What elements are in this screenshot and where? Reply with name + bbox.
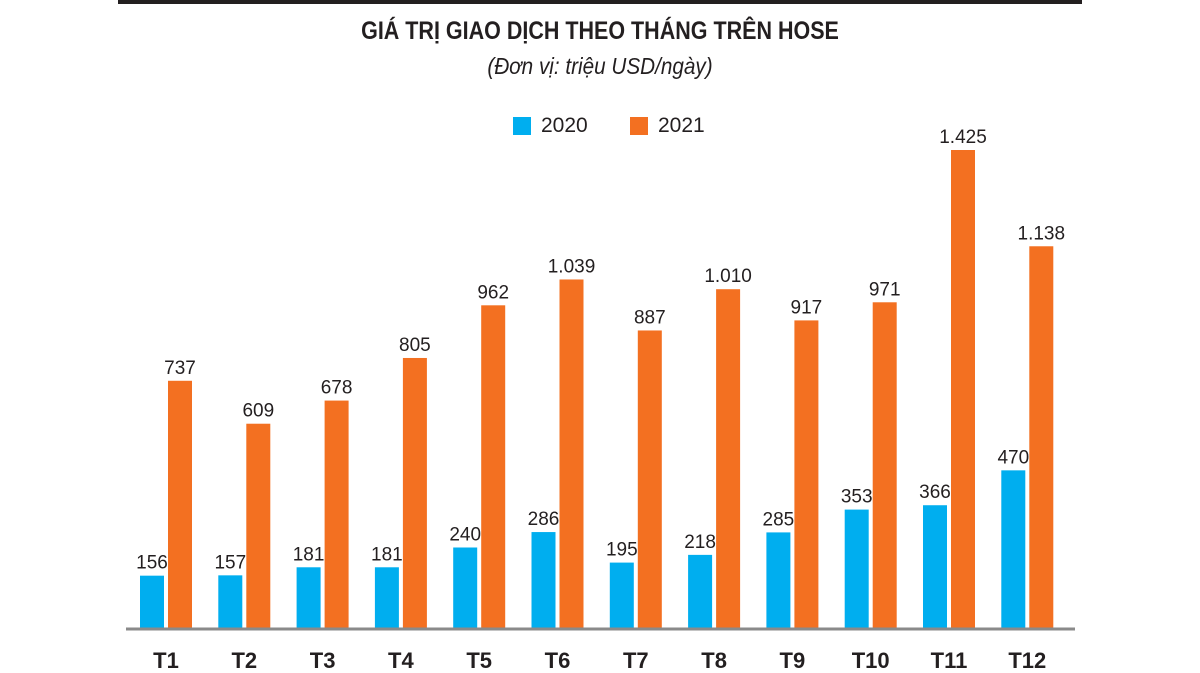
data-label-2020-T6: 286	[528, 509, 560, 530]
bar-2021-T8	[716, 289, 741, 628]
bar-2020-T7	[609, 562, 634, 628]
chart-subtitle: (Đơn vị: triệu USD/ngày)	[487, 53, 713, 79]
legend-label-2021: 2021	[658, 114, 705, 137]
data-label-2020-T2: 157	[214, 552, 246, 573]
data-label-2020-T10: 353	[841, 487, 873, 508]
top-rule	[118, 0, 1082, 4]
data-label-2020-T9: 285	[763, 509, 795, 530]
data-label-2020-T12: 470	[997, 447, 1029, 468]
chart-title: GIÁ TRỊ GIAO DỊCH THEO THÁNG TRÊN HOSE	[361, 17, 839, 45]
data-label-2020-T1: 156	[136, 553, 168, 574]
data-label-2021-T8: 1.010	[704, 266, 752, 287]
bar-2020-T6	[531, 532, 556, 628]
data-label-2021-T7: 887	[634, 307, 666, 328]
data-label-2021-T3: 678	[321, 378, 353, 399]
bar-2020-T4	[374, 567, 399, 628]
bar-2020-T11	[923, 505, 947, 628]
bar-2020-T3	[296, 567, 321, 628]
bar-2020-T12	[1001, 470, 1026, 628]
legend-label-2020: 2020	[541, 114, 588, 137]
x-tick-label-T6: T6	[545, 648, 571, 673]
bar-2021-T3	[324, 400, 349, 628]
legend-swatch-2020	[513, 117, 531, 135]
x-tick-label-T2: T2	[231, 648, 257, 673]
bar-2020-T8	[688, 554, 713, 628]
legend-item-2021: 2021	[630, 114, 705, 138]
x-tick-label-T12: T12	[1008, 648, 1046, 673]
bar-2021-T10	[872, 302, 897, 628]
bar-2020-T1	[140, 575, 164, 628]
x-tick-label-T10: T10	[852, 648, 890, 673]
data-label-2021-T9: 917	[791, 297, 823, 318]
bar-2021-T5	[481, 305, 506, 628]
bar-2020-T2	[218, 575, 243, 628]
data-label-2020-T3: 181	[293, 544, 325, 565]
legend-item-2020: 2020	[513, 114, 588, 138]
x-tick-label-T4: T4	[388, 648, 414, 673]
x-tick-label-T9: T9	[780, 648, 806, 673]
data-label-2021-T11: 1.425	[939, 127, 987, 148]
bar-2021-T4	[402, 357, 427, 628]
x-tick-label-T8: T8	[701, 648, 727, 673]
bar-2021-T12	[1029, 246, 1054, 628]
data-label-2021-T5: 962	[477, 282, 509, 303]
bar-2020-T9	[766, 532, 791, 628]
data-label-2021-T2: 609	[242, 401, 274, 422]
bar-2021-T6	[559, 279, 584, 628]
bar-2021-T1	[168, 380, 192, 628]
x-tick-label-T3: T3	[310, 648, 336, 673]
data-label-2020-T4: 181	[371, 544, 403, 565]
bar-2020-T5	[453, 547, 478, 628]
x-tick-label-T11: T11	[931, 648, 968, 673]
data-label-2021-T6: 1.039	[548, 256, 596, 277]
bar-2021-T7	[637, 330, 662, 628]
data-label-2021-T12: 1.138	[1018, 223, 1066, 244]
bar-2021-T9	[794, 320, 819, 628]
data-label-2021-T1: 737	[164, 358, 196, 379]
bar-2021-T2	[246, 423, 271, 628]
x-tick-label-T5: T5	[466, 648, 492, 673]
data-label-2020-T5: 240	[449, 524, 481, 545]
legend-swatch-2021	[630, 117, 648, 135]
x-tick-label-T7: T7	[623, 648, 649, 673]
data-label-2021-T10: 971	[869, 279, 901, 300]
data-label-2020-T7: 195	[606, 540, 638, 561]
bar-2020-T10	[844, 509, 869, 628]
data-label-2020-T11: 366	[919, 482, 951, 503]
data-label-2021-T4: 805	[399, 335, 431, 356]
x-tick-label-T1: T1	[153, 648, 179, 673]
bar-2021-T11	[951, 150, 975, 628]
data-label-2020-T8: 218	[684, 532, 716, 553]
